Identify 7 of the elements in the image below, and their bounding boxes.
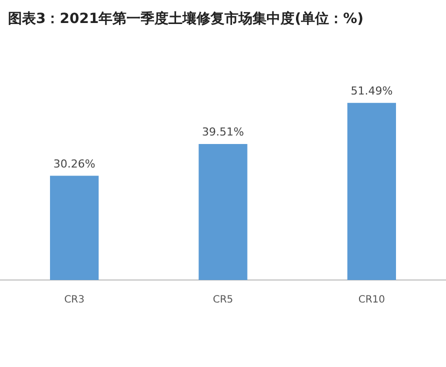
data-label: 30.26%: [53, 157, 96, 170]
x-tick-label: CR3: [64, 294, 84, 306]
x-tick-label: CR5: [212, 294, 234, 306]
data-label: 51.49%: [350, 84, 393, 98]
chart-title: 图表3：2021年第一季度土壤修复市场集中度(单位：%): [7, 10, 365, 29]
x-tick-label: CR10: [358, 294, 385, 306]
data-label: 39.51%: [202, 126, 244, 139]
